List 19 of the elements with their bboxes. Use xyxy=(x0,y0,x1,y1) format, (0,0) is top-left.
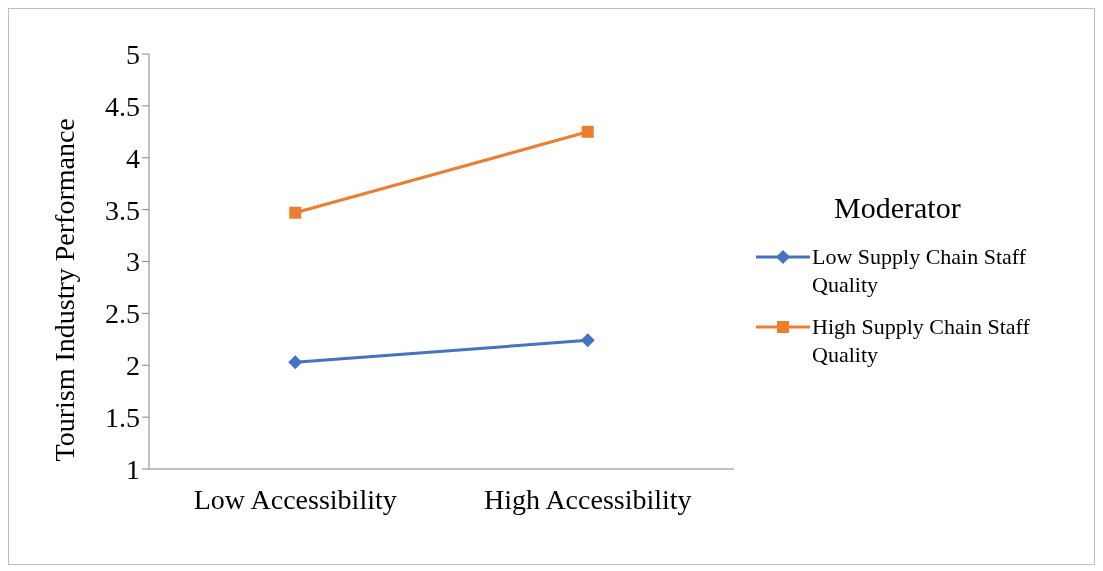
y-tick-label: 4.5 xyxy=(105,90,140,122)
y-tick-label: 3 xyxy=(126,246,140,278)
legend-title: Moderator xyxy=(834,190,962,225)
y-tick-label: 4 xyxy=(126,142,140,174)
point xyxy=(580,333,595,348)
point xyxy=(289,206,302,219)
point xyxy=(288,355,303,370)
point xyxy=(581,125,594,138)
y-tick-label: 1.5 xyxy=(105,402,140,434)
y-tick-label: 2 xyxy=(126,350,140,382)
y-tick-label: 5 xyxy=(126,38,140,70)
legend-label: Low Supply Chain Staff Quality xyxy=(812,242,1028,299)
y-tick-label: 2.5 xyxy=(105,298,140,330)
x-tick-label: Low Accessibility xyxy=(193,483,397,515)
y-axis-title: Tourism Industry Performance xyxy=(48,118,80,462)
y-tick-label: 3.5 xyxy=(105,194,140,226)
y-tick-label: 1 xyxy=(126,453,140,485)
legend-label: High Supply Chain Staff Quality xyxy=(812,312,1031,369)
x-tick-label: High Accessibility xyxy=(483,483,692,515)
